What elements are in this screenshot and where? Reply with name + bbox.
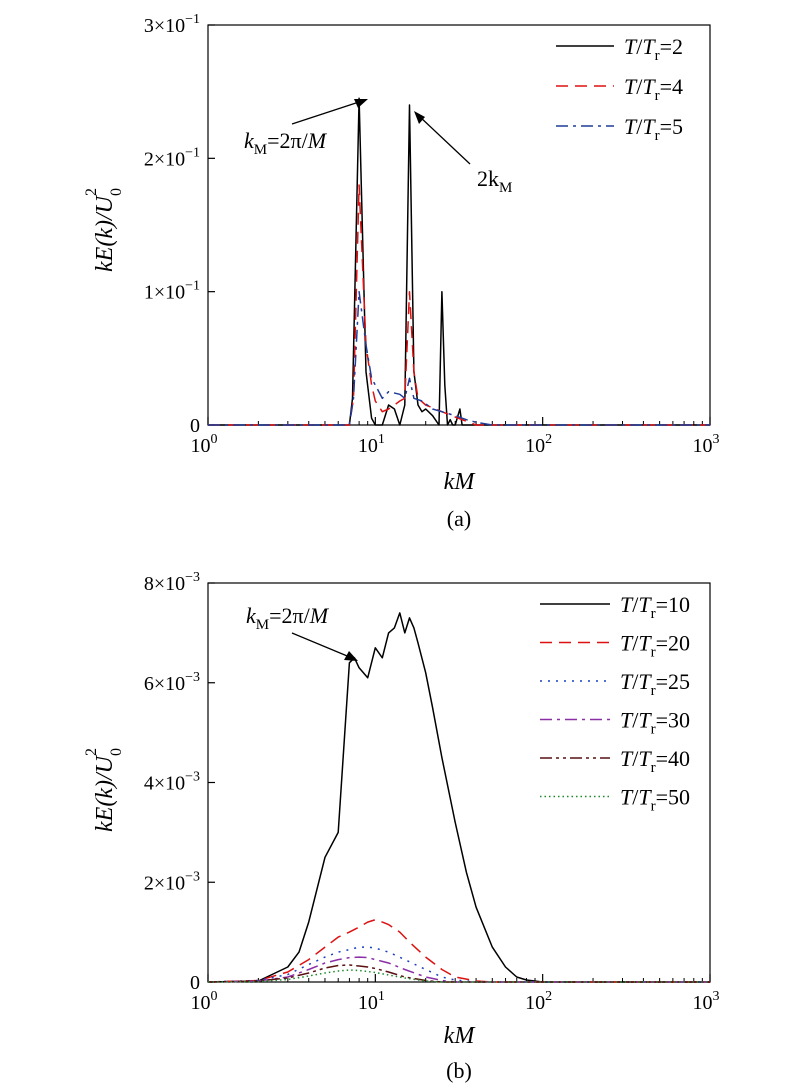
legend-label-20: T/Tr=20: [620, 631, 690, 661]
y-tick-label: 2×10−1: [144, 145, 200, 170]
y-tick-label: 8×10−3: [144, 570, 200, 595]
panel-label: (a): [447, 506, 471, 531]
legend-label-30: T/Tr=30: [620, 708, 690, 738]
x-tick-label: 102: [525, 432, 552, 457]
series-line-25: [207, 946, 710, 983]
annotation-arrow-kM: [291, 100, 363, 125]
y-tick-label: 2×10−3: [144, 869, 200, 894]
legend-label-40: T/Tr=40: [620, 746, 690, 776]
y-ticks: 0 1×10−1 2×10−1 3×10−1: [144, 12, 215, 437]
annotation-2kM-label: 2kM: [477, 166, 512, 196]
annotation-kM-label: kM=2π/M: [246, 603, 330, 633]
x-tick-label: 100: [191, 989, 218, 1014]
series-line-20: [207, 918, 710, 983]
x-ticks: 100 101 102 103: [191, 974, 720, 1014]
series-line-10: [207, 612, 710, 983]
legend: T/Tr=10 T/Tr=20 T/Tr=25 T/Tr=30 T/Tr=40 T/Tr=…: [540, 592, 690, 815]
annotation-arrow-kM: [291, 632, 353, 659]
plot-area-frame: [207, 24, 711, 426]
legend: T/Tr=2 T/Tr=4 T/Tr=5: [556, 34, 683, 144]
annotation-arrowhead-2kM: [414, 111, 425, 124]
annotation-arrowhead-kM: [354, 99, 368, 108]
legend-label-50: T/Tr=50: [620, 785, 690, 815]
x-tick-label: 103: [693, 989, 720, 1014]
y-tick-label: 0: [190, 415, 200, 437]
x-tick-label: 102: [525, 989, 552, 1014]
legend-label-2: T/Tr=2: [624, 34, 683, 64]
y-tick-label: 3×10−1: [144, 12, 200, 37]
annotation-kM-label: kM=2π/M: [244, 128, 328, 158]
legend-label-4: T/Tr=4: [624, 74, 683, 104]
legend-label-10: T/Tr=10: [620, 592, 690, 622]
svg-text:kM=2π/M: kM=2π/M: [244, 128, 328, 158]
x-tick-label: 101: [358, 989, 385, 1014]
y-tick-label: 6×10−3: [144, 670, 200, 695]
series-line-40: [207, 964, 710, 983]
x-tick-label: 103: [693, 432, 720, 457]
annotation-arrow-2kM: [418, 115, 471, 165]
panel-b: 0 2×10−3 4×10−3 6×10−3 8×10−3 100 101 102 103 k…: [83, 570, 720, 1083]
y-tick-label: 4×10−3: [144, 770, 200, 795]
x-ticks: 100 101 102 103: [191, 417, 720, 457]
series-line-50: [207, 969, 710, 983]
x-tick-label: 101: [358, 432, 385, 457]
panel-label: (b): [446, 1058, 472, 1083]
y-ticks: 0 2×10−3 4×10−3 6×10−3 8×10−3: [144, 570, 215, 994]
series-line-4: [208, 184, 710, 426]
series-group: [208, 97, 710, 426]
y-axis-title: kE(k)/U02: [83, 188, 125, 272]
svg-text:kM=2π/M: kM=2π/M: [246, 603, 330, 633]
series-line-5: [208, 290, 710, 426]
series-line-2: [208, 97, 710, 426]
x-axis-title: kM: [444, 1023, 477, 1049]
series-line-30: [207, 956, 710, 983]
svg-text:2kM: 2kM: [477, 166, 512, 196]
x-tick-label: 100: [191, 432, 218, 457]
legend-label-5: T/Tr=5: [624, 114, 683, 144]
series-group: [207, 612, 710, 983]
legend-label-25: T/Tr=25: [620, 669, 690, 699]
y-tick-label: 0: [190, 972, 200, 994]
y-axis-title: kE(k)/U02: [83, 748, 125, 832]
y-tick-label: 1×10−1: [144, 279, 200, 304]
panel-a: 0 1×10−1 2×10−1 3×10−1 100 101 102 103 kE(k)/U…: [83, 12, 720, 531]
annotation-arrowhead-kM: [344, 651, 358, 661]
x-axis-title: kM: [444, 469, 477, 495]
